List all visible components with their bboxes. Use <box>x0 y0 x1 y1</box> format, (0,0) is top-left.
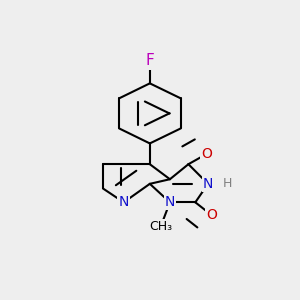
Text: CH₃: CH₃ <box>149 220 172 233</box>
Text: N: N <box>165 195 175 209</box>
Text: N: N <box>118 195 129 209</box>
Text: F: F <box>146 53 154 68</box>
Text: H: H <box>223 177 232 190</box>
Text: O: O <box>206 208 217 222</box>
Text: O: O <box>201 147 212 161</box>
Text: N: N <box>203 177 213 191</box>
